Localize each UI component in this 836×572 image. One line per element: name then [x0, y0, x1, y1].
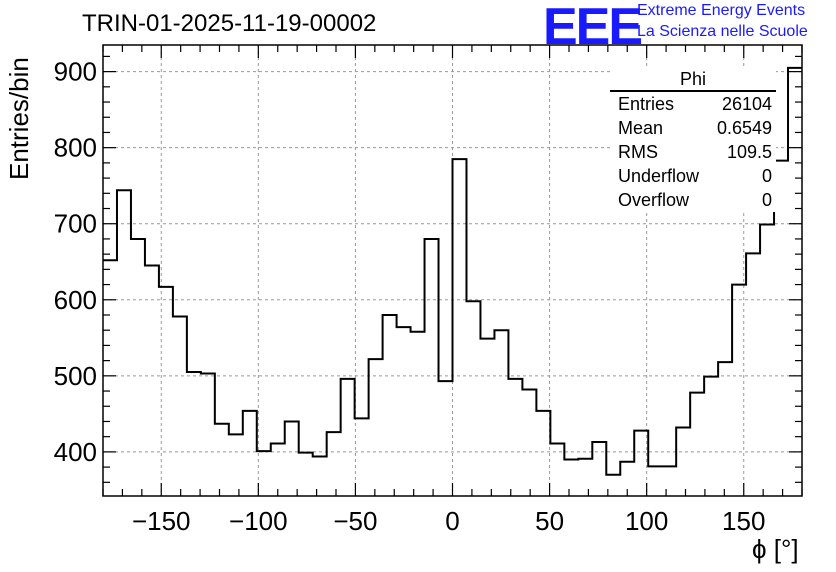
histogram-bin [439, 381, 453, 496]
histogram-bin [508, 379, 522, 496]
histogram-bin [704, 377, 718, 496]
y-tick-label: 400 [54, 437, 97, 467]
histogram-bin [131, 239, 145, 496]
stats-value: 109.5 [726, 142, 772, 162]
histogram-bin [299, 453, 313, 496]
x-tick-label: −50 [333, 506, 377, 536]
histogram-bin [425, 239, 439, 496]
histogram-bin [187, 372, 201, 496]
histogram-bin [411, 332, 425, 496]
stats-label: Entries [618, 94, 675, 114]
stats-box: Phi Entries 26104 Mean 0.6549 RMS 109.5 … [610, 68, 776, 212]
y-axis-label: Entries/bin [4, 57, 34, 180]
histogram-bin [718, 362, 732, 496]
stats-value: 0.6549 [716, 118, 772, 138]
histogram-bin [676, 428, 690, 496]
histogram-bin [215, 424, 229, 496]
histogram-bin [732, 285, 746, 496]
x-tick-label: 50 [535, 506, 564, 536]
histogram-bin [788, 68, 802, 496]
histogram-bin [746, 253, 760, 496]
histogram-bin [634, 431, 648, 496]
histogram-bin [243, 411, 257, 496]
histogram-bin [229, 434, 243, 496]
histogram-bin [550, 444, 564, 496]
logo-line-1: Extreme Energy Events [637, 2, 806, 19]
histogram-bin [173, 317, 187, 496]
eee-logo: EEE [543, 0, 643, 56]
histogram-bin [522, 390, 536, 496]
histogram-bin [662, 466, 676, 496]
histogram-bin [536, 411, 550, 496]
histogram-bin [257, 451, 271, 496]
histogram-bin [145, 266, 159, 496]
x-tick-label: −150 [132, 506, 191, 536]
histogram-bin [466, 301, 480, 496]
y-tick-label: 800 [54, 133, 97, 163]
y-tick-label: 600 [54, 285, 97, 315]
histogram-bin [271, 444, 285, 496]
stats-row-underflow: Underflow 0 [610, 164, 776, 188]
x-tick-label: 0 [445, 506, 459, 536]
tick-labels: −150 −100 −50 0 50 100 150 400 500 600 700 800 900 [54, 57, 766, 536]
histogram-bin [690, 393, 704, 496]
histogram-bin [355, 418, 369, 496]
stats-value: 0 [761, 190, 772, 210]
histogram-bin [159, 287, 173, 496]
histogram-bin [397, 327, 411, 496]
histogram-bin [606, 475, 620, 496]
x-tick-label: 100 [625, 506, 668, 536]
stats-value: 0 [761, 166, 772, 186]
stats-row-overflow: Overflow 0 [610, 188, 776, 212]
chart-title: TRIN-01-2025-11-19-00002 [82, 10, 377, 37]
stats-value: 26104 [721, 94, 772, 114]
histogram-bin [383, 315, 397, 496]
histogram-bin [117, 190, 131, 496]
histogram-bin [285, 421, 299, 496]
stats-row-mean: Mean 0.6549 [610, 116, 776, 140]
y-tick-label: 700 [54, 209, 97, 239]
histogram-bin [341, 379, 355, 496]
stats-label: Overflow [618, 190, 690, 210]
histogram-bin [103, 260, 117, 496]
histogram-bin [564, 459, 578, 496]
histogram-bin [592, 442, 606, 496]
histogram-bin [620, 462, 634, 496]
stats-row-entries: Entries 26104 [610, 92, 776, 116]
histogram-bin [453, 159, 467, 496]
y-tick-label: 900 [54, 57, 97, 87]
histogram-bin [578, 459, 592, 496]
logo-line-2: La Scienza nelle Scuole [637, 23, 808, 40]
histogram-bin [369, 359, 383, 496]
histogram-bin [327, 432, 341, 496]
stats-label: RMS [618, 142, 658, 162]
stats-title: Phi [610, 68, 776, 92]
y-tick-label: 500 [54, 361, 97, 391]
histogram-bin [760, 224, 774, 496]
histogram-bin [774, 161, 788, 496]
x-axis-label: ϕ [°] [752, 534, 799, 564]
x-tick-label: 150 [722, 506, 765, 536]
stats-label: Underflow [618, 166, 700, 186]
histogram-bin [480, 339, 494, 496]
axis-ticks [102, 45, 803, 496]
histogram-bin [494, 330, 508, 496]
histogram-outline [103, 66, 802, 476]
histogram-bin [313, 456, 327, 496]
stats-row-rms: RMS 109.5 [610, 140, 776, 164]
histogram-bin [201, 374, 215, 496]
stats-label: Mean [618, 118, 664, 138]
histogram-bin [648, 466, 662, 496]
x-tick-label: −100 [229, 506, 288, 536]
